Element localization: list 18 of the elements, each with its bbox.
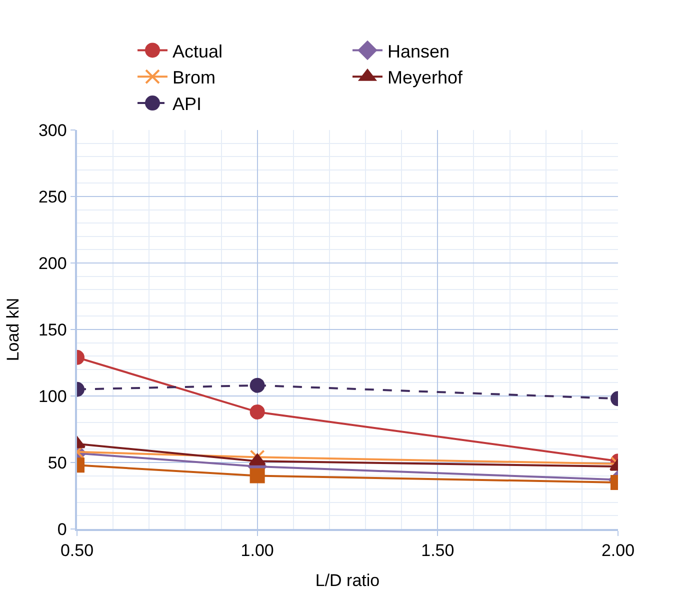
y-tick-label: 0 bbox=[57, 520, 67, 539]
legend-label: Brom bbox=[172, 68, 216, 88]
x-tick-label: 2.00 bbox=[601, 541, 635, 560]
y-tick-label: 150 bbox=[38, 320, 67, 340]
x-tick-label: 1.50 bbox=[421, 541, 454, 560]
legend-label: Hansen bbox=[388, 41, 450, 62]
y-tick-label: 250 bbox=[38, 187, 67, 206]
legend-label: API bbox=[172, 94, 202, 114]
y-axis-title: Load kN bbox=[4, 298, 23, 362]
x-tick-label: 0.50 bbox=[60, 541, 94, 560]
x-axis-title: L/D ratio bbox=[315, 571, 380, 590]
y-tick-label: 200 bbox=[38, 254, 67, 273]
legend-label: Actual bbox=[172, 41, 223, 62]
y-tick-label: 300 bbox=[38, 120, 67, 140]
y-tick-label: 100 bbox=[38, 386, 67, 406]
y-tick-label: 50 bbox=[48, 453, 67, 472]
legend-label: Meyerhof bbox=[388, 68, 464, 88]
x-tick-label: 1.00 bbox=[240, 541, 274, 560]
